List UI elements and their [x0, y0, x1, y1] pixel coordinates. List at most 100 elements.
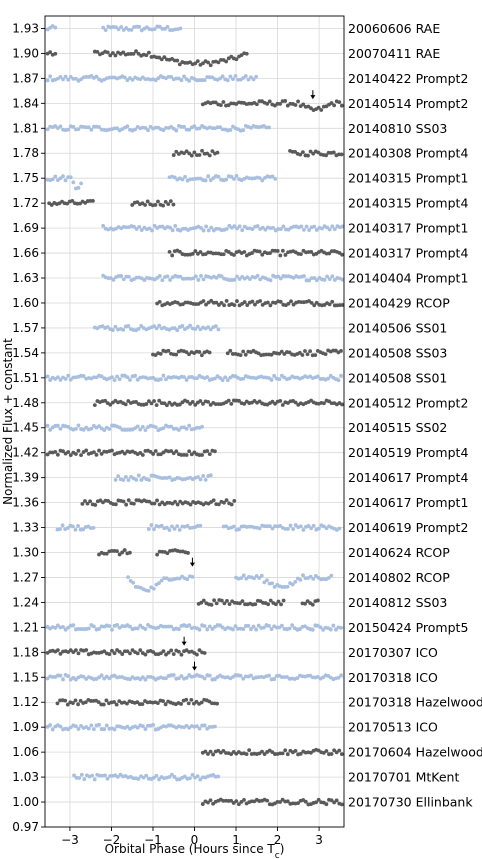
- data-point: [235, 226, 239, 231]
- series-20: [55, 523, 342, 532]
- data-point: [143, 677, 148, 682]
- data-point: [269, 627, 274, 632]
- data-point: [207, 673, 212, 678]
- data-point: [233, 74, 238, 78]
- data-point: [153, 203, 158, 207]
- data-point: [155, 552, 160, 557]
- data-point: [53, 174, 58, 179]
- y-axis-label: Normalized Flux + constant: [1, 338, 15, 505]
- data-point: [256, 623, 261, 628]
- data-point: [128, 651, 132, 656]
- data-point: [296, 99, 300, 104]
- series-11: [155, 298, 345, 308]
- data-point: [234, 799, 239, 803]
- data-point: [150, 228, 154, 233]
- data-point: [327, 302, 332, 307]
- arrow-head: [192, 666, 197, 671]
- data-point: [79, 181, 83, 186]
- data-point: [158, 651, 163, 656]
- data-point: [120, 652, 125, 656]
- data-point: [123, 402, 128, 407]
- data-point: [340, 303, 345, 307]
- data-point: [281, 224, 286, 229]
- data-point: [152, 527, 156, 532]
- data-point: [249, 125, 253, 130]
- data-point: [216, 774, 221, 779]
- data-point: [304, 224, 309, 229]
- dataset-label: 20170730 Ellinbank: [348, 795, 473, 810]
- data-point: [235, 274, 239, 279]
- x-tick-label: 2: [274, 833, 282, 847]
- series-18: [113, 473, 213, 482]
- data-point: [201, 598, 206, 603]
- data-point: [86, 726, 91, 731]
- data-point: [332, 748, 337, 753]
- y-tick-label: 1.75: [12, 171, 39, 185]
- data-point: [153, 78, 158, 83]
- data-point: [277, 377, 282, 382]
- data-point: [325, 274, 330, 279]
- data-point: [310, 602, 315, 607]
- data-point: [149, 523, 154, 527]
- data-point: [74, 76, 78, 81]
- data-point: [97, 627, 101, 631]
- data-point: [199, 353, 204, 358]
- data-point: [189, 452, 194, 457]
- data-point: [97, 722, 101, 727]
- data-point: [314, 800, 318, 805]
- data-point: [319, 108, 324, 112]
- data-point: [330, 299, 335, 304]
- x-tick-label: −1: [144, 833, 162, 847]
- data-point: [143, 652, 148, 657]
- data-point: [122, 75, 127, 80]
- data-point: [229, 502, 234, 507]
- data-point: [321, 627, 325, 632]
- data-point: [298, 751, 303, 756]
- data-point: [188, 776, 192, 781]
- data-point: [139, 478, 144, 482]
- data-point: [103, 28, 108, 33]
- data-points: [45, 24, 345, 807]
- data-point: [176, 428, 181, 432]
- data-point: [138, 427, 143, 432]
- data-point: [209, 298, 214, 303]
- data-point: [144, 402, 149, 406]
- data-point: [278, 398, 283, 403]
- data-point: [106, 499, 111, 503]
- data-point: [270, 581, 274, 586]
- data-point: [286, 301, 291, 306]
- data-point: [146, 588, 151, 593]
- data-point: [339, 673, 343, 678]
- data-point: [151, 675, 156, 680]
- y-tick-label: 0.97: [12, 820, 39, 834]
- y-tick-label: 1.00: [12, 795, 39, 809]
- data-point: [337, 748, 342, 753]
- dataset-label: 20140515 SS02: [348, 420, 447, 435]
- data-point: [49, 203, 54, 207]
- data-point: [193, 327, 198, 331]
- data-point: [66, 625, 71, 630]
- data-point: [339, 103, 344, 108]
- dataset-label: 20140802 RCOP: [348, 570, 450, 585]
- dataset-label: 20140617 Prompt4: [348, 470, 468, 485]
- data-point: [58, 74, 63, 79]
- series-5: [171, 148, 344, 158]
- dataset-label: 20060606 RAE: [348, 21, 440, 36]
- data-point: [301, 528, 306, 532]
- data-point: [187, 449, 192, 454]
- data-point: [202, 651, 207, 655]
- data-point: [296, 801, 300, 805]
- data-point: [205, 151, 210, 156]
- data-point: [186, 551, 190, 555]
- data-point: [169, 74, 174, 79]
- data-point: [211, 176, 216, 180]
- data-point: [126, 498, 131, 503]
- data-point: [311, 576, 316, 581]
- data-point: [339, 802, 344, 807]
- data-point: [216, 60, 221, 65]
- data-point: [242, 401, 247, 406]
- data-point: [237, 601, 242, 606]
- data-point: [240, 228, 245, 233]
- data-point: [205, 449, 210, 453]
- data-point: [68, 377, 73, 382]
